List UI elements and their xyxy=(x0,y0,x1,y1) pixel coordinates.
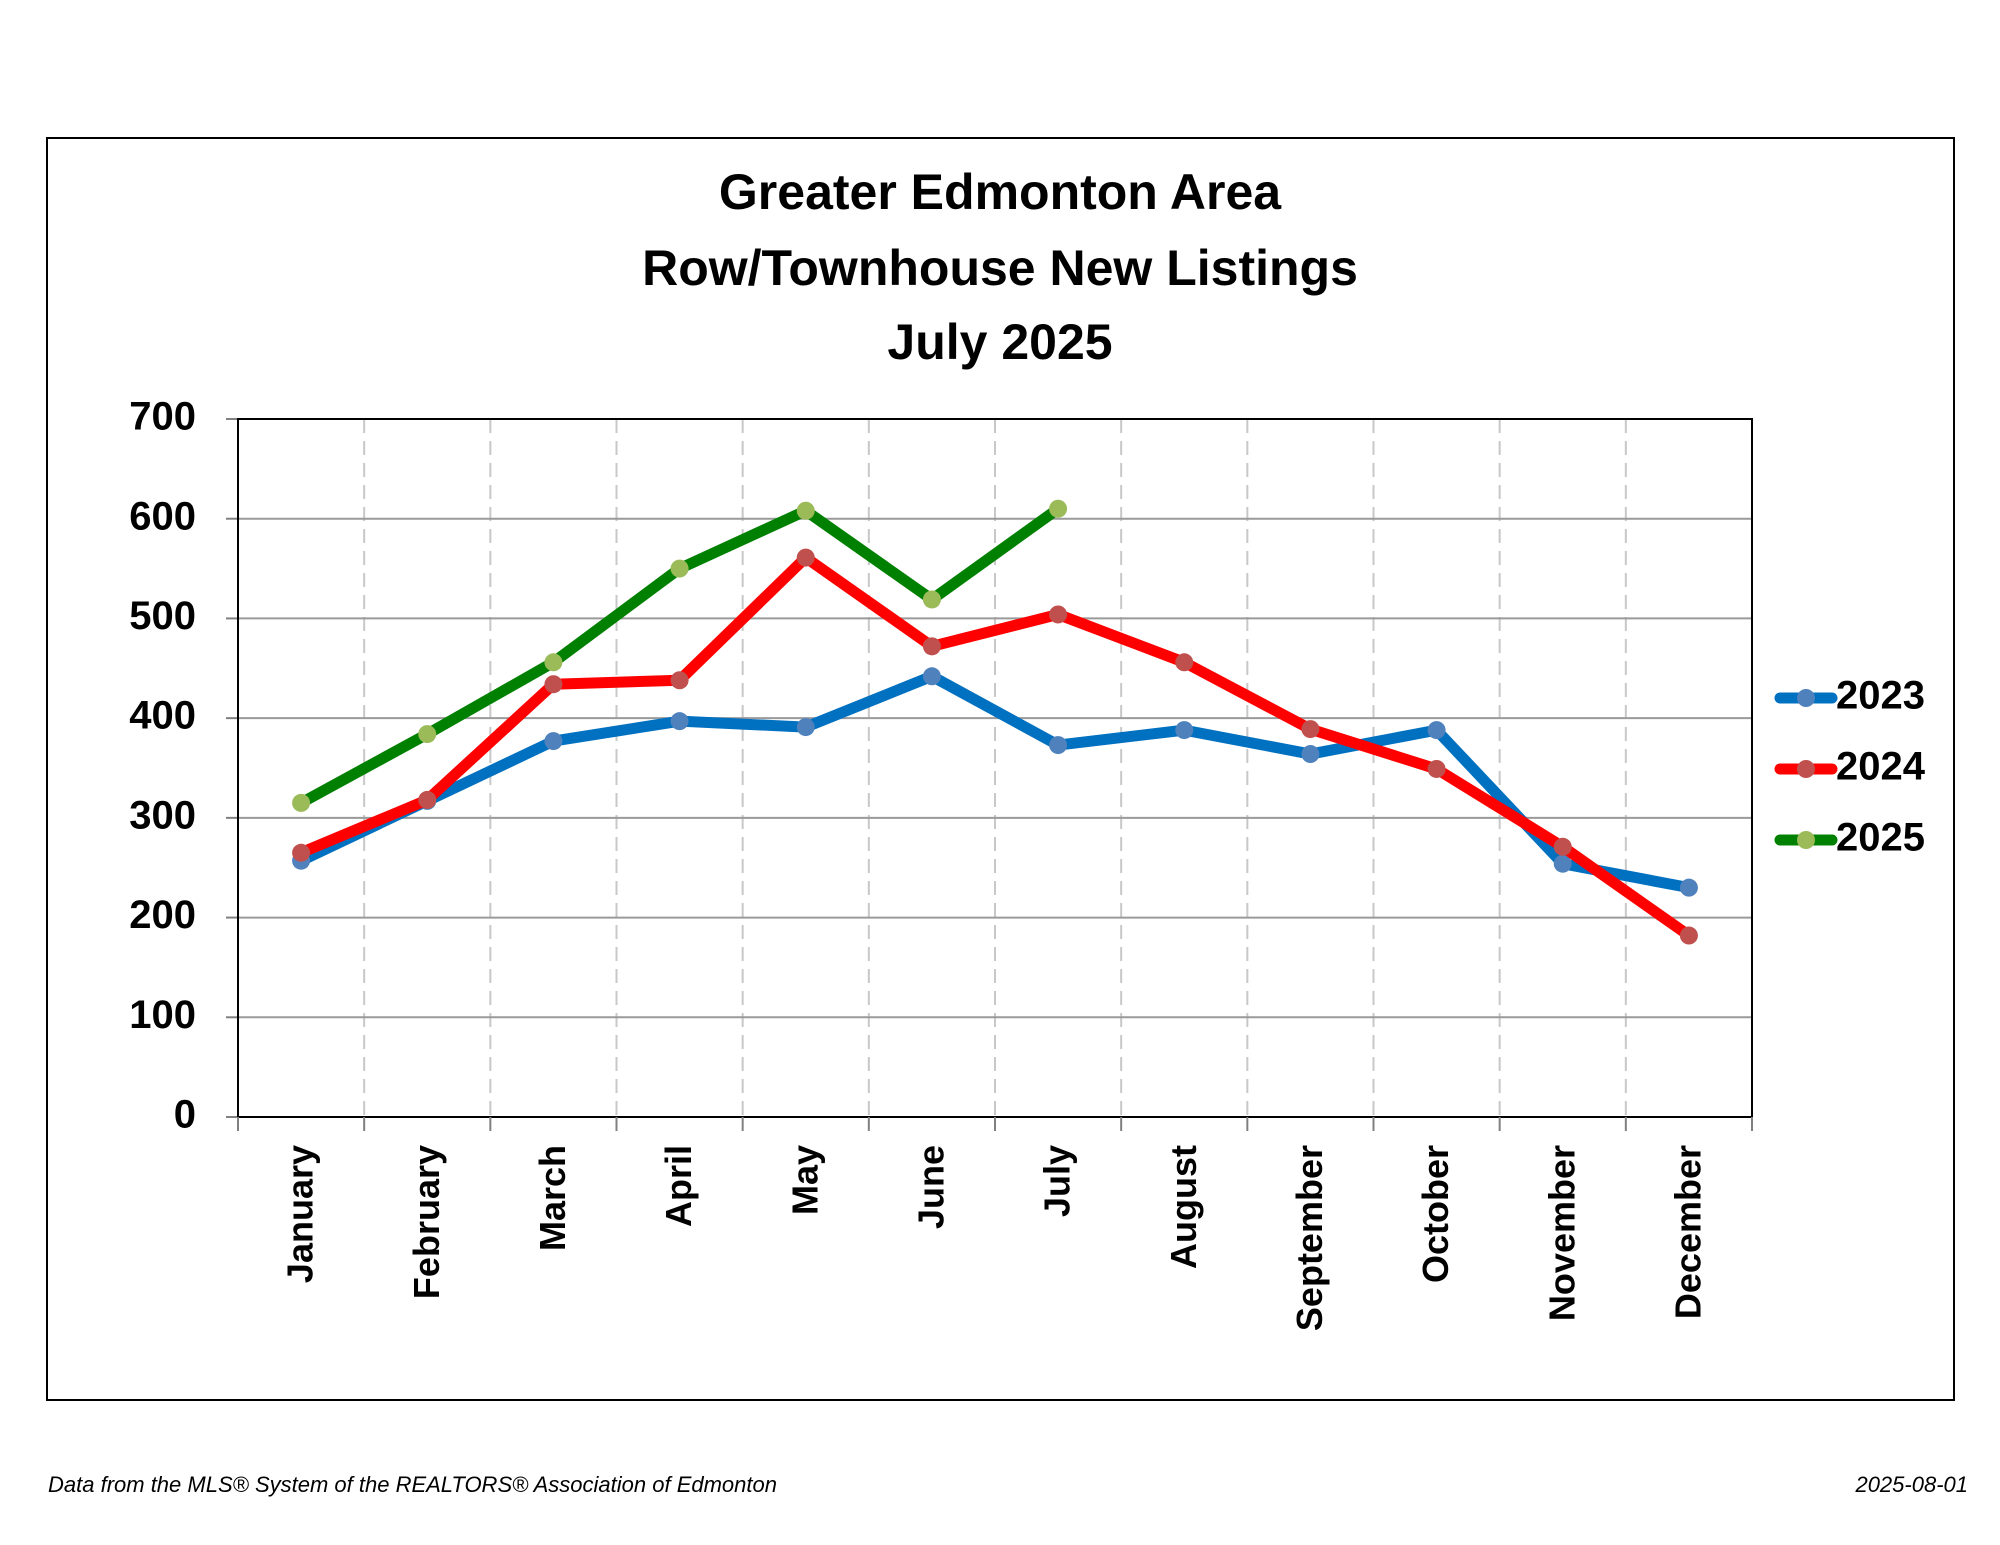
x-tick-label: May xyxy=(784,1145,825,1215)
x-tick-label: April xyxy=(658,1145,699,1227)
legend-label: 2024 xyxy=(1836,745,1926,789)
data-point xyxy=(1427,759,1446,778)
data-point xyxy=(922,590,941,609)
y-tick-label: 400 xyxy=(129,694,196,738)
x-tick-label: September xyxy=(1289,1145,1330,1331)
data-point xyxy=(1553,854,1572,873)
series-line xyxy=(295,670,1695,894)
data-point xyxy=(1175,653,1194,672)
legend-label: 2025 xyxy=(1836,816,1925,860)
data-point xyxy=(670,712,689,731)
data-point xyxy=(922,637,941,656)
data-point xyxy=(1553,837,1572,856)
x-tick-label: December xyxy=(1667,1145,1708,1319)
data-point xyxy=(670,671,689,690)
x-tick-label: June xyxy=(910,1145,951,1229)
data-point xyxy=(544,653,563,672)
data-point xyxy=(1049,499,1068,518)
y-tick-label: 600 xyxy=(129,494,196,538)
data-point xyxy=(1049,605,1068,624)
legend-marker xyxy=(1797,831,1815,849)
chart-title: Greater Edmonton Area xyxy=(719,164,1282,220)
legend-marker xyxy=(1797,760,1815,778)
x-tick-label: August xyxy=(1163,1145,1204,1269)
data-point xyxy=(670,559,689,578)
data-point xyxy=(418,725,437,744)
data-point xyxy=(1679,878,1698,897)
data-point xyxy=(544,675,563,694)
footer-date: 2025-08-01 xyxy=(1854,1472,1968,1497)
y-tick-label: 200 xyxy=(129,893,196,937)
data-point xyxy=(418,790,437,809)
data-point xyxy=(1679,926,1698,945)
y-tick-label: 700 xyxy=(129,395,196,439)
data-point xyxy=(1175,721,1194,740)
x-tick-label: February xyxy=(406,1145,447,1299)
y-tick-label: 500 xyxy=(129,594,196,638)
series-line xyxy=(295,552,1695,942)
y-tick-label: 100 xyxy=(129,993,196,1037)
data-point xyxy=(796,548,815,567)
data-point xyxy=(1049,736,1068,755)
data-point xyxy=(1301,720,1320,739)
data-point xyxy=(1427,721,1446,740)
data-point xyxy=(544,732,563,751)
x-tick-label: October xyxy=(1415,1145,1456,1283)
legend-marker xyxy=(1797,689,1815,707)
data-point xyxy=(796,501,815,520)
data-point xyxy=(292,843,311,862)
legend-label: 2023 xyxy=(1836,674,1925,718)
data-point xyxy=(292,793,311,812)
chart-title: Row/Townhouse New Listings xyxy=(642,240,1358,296)
x-tick-label: January xyxy=(280,1145,321,1283)
y-tick-label: 0 xyxy=(174,1093,196,1137)
x-tick-label: November xyxy=(1541,1145,1582,1321)
x-tick-label: July xyxy=(1037,1145,1078,1217)
data-point xyxy=(922,667,941,686)
data-point xyxy=(1301,745,1320,764)
footer-source: Data from the MLS® System of the REALTOR… xyxy=(48,1472,777,1497)
data-point xyxy=(796,718,815,737)
y-tick-label: 300 xyxy=(129,793,196,837)
chart-title: July 2025 xyxy=(887,314,1112,370)
x-tick-label: March xyxy=(532,1145,573,1251)
